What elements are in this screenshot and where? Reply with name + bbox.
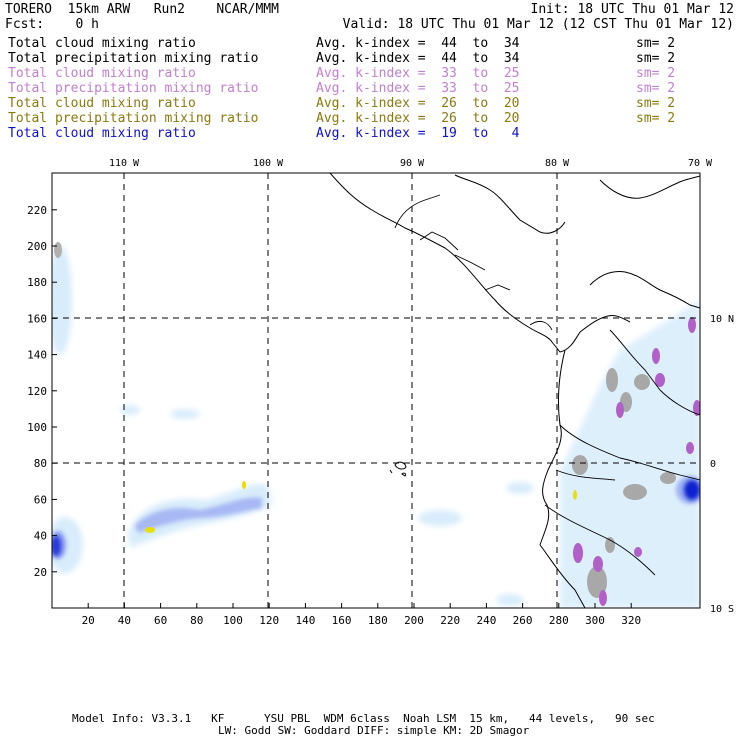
x-tick-label: 300 xyxy=(585,614,605,627)
y-tick-label: 100 xyxy=(27,421,47,434)
x-tick-label: 320 xyxy=(621,614,641,627)
legend-field: Total precipitation mixing ratio xyxy=(8,81,259,96)
y-tick-label: 220 xyxy=(27,204,47,217)
model-title: TORERO 15km ARW Run2 NCAR/MMM xyxy=(5,2,279,17)
legend-field: Total cloud mixing ratio xyxy=(8,126,196,141)
x-tick-label: 60 xyxy=(154,614,167,627)
longitude-labels: 110 W 100 W 90 W 80 W 70 W xyxy=(109,158,713,169)
precip-field xyxy=(54,242,700,606)
x-tick-label: 20 xyxy=(82,614,95,627)
latitude-labels: 10 N 0 10 S xyxy=(710,314,734,615)
longitude-label: 70 W xyxy=(688,158,713,169)
legend-avg: Avg. k-index = 44 to 34 xyxy=(316,36,520,51)
cloud-field-light xyxy=(52,245,700,608)
y-tick-label: 180 xyxy=(27,276,47,289)
legend-field: Total precipitation mixing ratio xyxy=(8,51,259,66)
legend-field: Total cloud mixing ratio xyxy=(8,36,196,51)
valid-time: Valid: 18 UTC Thu 01 Mar 12 (12 CST Thu … xyxy=(342,17,734,32)
y-tick-label: 200 xyxy=(27,240,47,253)
legend-avg: Avg. k-index = 19 to 4 xyxy=(316,126,520,141)
legend-avg: Avg. k-index = 26 to 20 xyxy=(316,96,520,111)
x-tick-label: 120 xyxy=(259,614,279,627)
y-tick-label: 80 xyxy=(34,457,47,470)
lat-lon-grid xyxy=(52,173,700,608)
x-tick-label: 240 xyxy=(476,614,496,627)
y-axis-ticks: 20 40 60 80 100 120 140 160 180 200 220 xyxy=(27,204,57,579)
forecast-hour: Fcst: 0 h xyxy=(5,17,99,32)
y-tick-label: 40 xyxy=(34,530,47,543)
x-tick-label: 200 xyxy=(404,614,424,627)
x-tick-label: 280 xyxy=(549,614,569,627)
legend-avg: Avg. k-index = 44 to 34 xyxy=(316,51,520,66)
legend-sm: sm= 2 xyxy=(636,81,676,96)
legend-sm: sm= 2 xyxy=(636,96,676,111)
legend-field: Total cloud mixing ratio xyxy=(8,66,196,81)
legend-avg: Avg. k-index = 33 to 25 xyxy=(316,66,520,81)
x-tick-label: 260 xyxy=(513,614,533,627)
legend-sm: sm= 2 xyxy=(636,36,676,51)
init-time: Init: 18 UTC Thu 01 Mar 12 xyxy=(530,2,735,17)
latitude-label: 0 xyxy=(710,459,716,470)
coastlines xyxy=(329,173,700,608)
longitude-label: 90 W xyxy=(400,158,425,169)
legend-avg: Avg. k-index = 33 to 25 xyxy=(316,81,520,96)
longitude-label: 110 W xyxy=(109,158,140,169)
x-tick-label: 220 xyxy=(440,614,460,627)
country-borders xyxy=(394,194,700,576)
x-tick-label: 160 xyxy=(332,614,352,627)
latitude-label: 10 N xyxy=(710,314,734,325)
physics-info: LW: Godd SW: Goddard DIFF: simple KM: 2D… xyxy=(218,724,530,737)
y-tick-label: 140 xyxy=(27,349,47,362)
cloud-field-dark xyxy=(52,480,700,556)
y-tick-label: 120 xyxy=(27,385,47,398)
legend-avg: Avg. k-index = 26 to 20 xyxy=(316,111,520,126)
x-tick-label: 180 xyxy=(368,614,388,627)
legend-field: Total cloud mixing ratio xyxy=(8,96,196,111)
x-tick-label: 100 xyxy=(223,614,243,627)
legend-field: Total precipitation mixing ratio xyxy=(8,111,259,126)
y-tick-label: 60 xyxy=(34,493,47,506)
model-info: Model Info: V3.3.1 KF YSU PBL WDM 6class… xyxy=(72,712,655,725)
x-tick-label: 80 xyxy=(190,614,203,627)
longitude-label: 100 W xyxy=(253,158,284,169)
latitude-label: 10 S xyxy=(710,604,734,615)
x-tick-label: 140 xyxy=(295,614,315,627)
longitude-label: 80 W xyxy=(545,158,570,169)
legend-sm: sm= 2 xyxy=(636,111,676,126)
y-tick-label: 160 xyxy=(27,312,47,325)
cloud-fields xyxy=(52,242,700,608)
x-tick-label: 40 xyxy=(118,614,131,627)
y-tick-label: 20 xyxy=(34,566,47,579)
legend-sm: sm= 2 xyxy=(636,66,676,81)
legend-sm: sm= 2 xyxy=(636,51,676,66)
x-axis-ticks: 20 40 60 80 100 120 140 160 180 200 220 240 260 280 30… xyxy=(82,603,641,627)
